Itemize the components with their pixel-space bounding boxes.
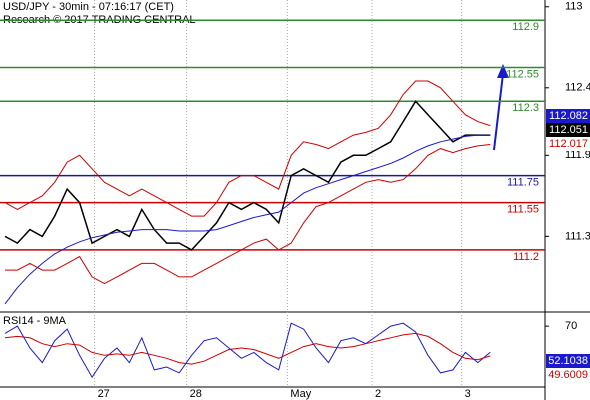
- level-label: 111.75: [507, 176, 539, 188]
- price-box: [546, 137, 590, 151]
- level-label: 111.2: [513, 251, 539, 263]
- level-label: 111.55: [507, 204, 539, 216]
- y-tick-label: 111.9: [565, 149, 590, 161]
- price-box-label: 112.082: [549, 110, 588, 122]
- value-box-label: 49.6009: [548, 369, 588, 381]
- x-tick-label: 3: [465, 388, 471, 400]
- value-box: [546, 354, 590, 368]
- level-label: 112.3: [512, 102, 539, 114]
- x-tick-label: 27: [98, 388, 110, 400]
- y-tick-label: 113: [565, 1, 583, 13]
- series-line: [4, 100, 491, 251]
- level-label: 112.9: [512, 21, 539, 33]
- price-box-label: 112.051: [549, 124, 588, 136]
- series-line: [4, 332, 491, 365]
- value-box: [546, 368, 590, 382]
- price-box: [546, 109, 590, 123]
- rsi-title: RSI14 - 9MA: [3, 315, 67, 327]
- series-line: [4, 134, 491, 305]
- y-tick-label: 112.4: [565, 82, 590, 94]
- x-tick-label: May: [290, 388, 311, 400]
- x-tick-label: 2: [375, 388, 381, 400]
- price-box: [546, 123, 590, 137]
- forecast-arrowhead: [497, 64, 509, 78]
- series-line: [4, 322, 491, 379]
- chart-title: USD/JPY - 30min - 07:16:17 (CET): [3, 1, 174, 13]
- series-line: [5, 144, 491, 285]
- forecast-arrow: [493, 73, 504, 151]
- level-label: 112.55: [506, 68, 539, 80]
- x-tick-label: 28: [190, 388, 202, 400]
- price-box-label: 112.017: [549, 138, 588, 150]
- y-tick-label: 111.3: [565, 230, 590, 242]
- y-tick-label: 70: [565, 320, 577, 332]
- value-box-label: 52.1038: [548, 355, 588, 367]
- series-line: [4, 80, 491, 217]
